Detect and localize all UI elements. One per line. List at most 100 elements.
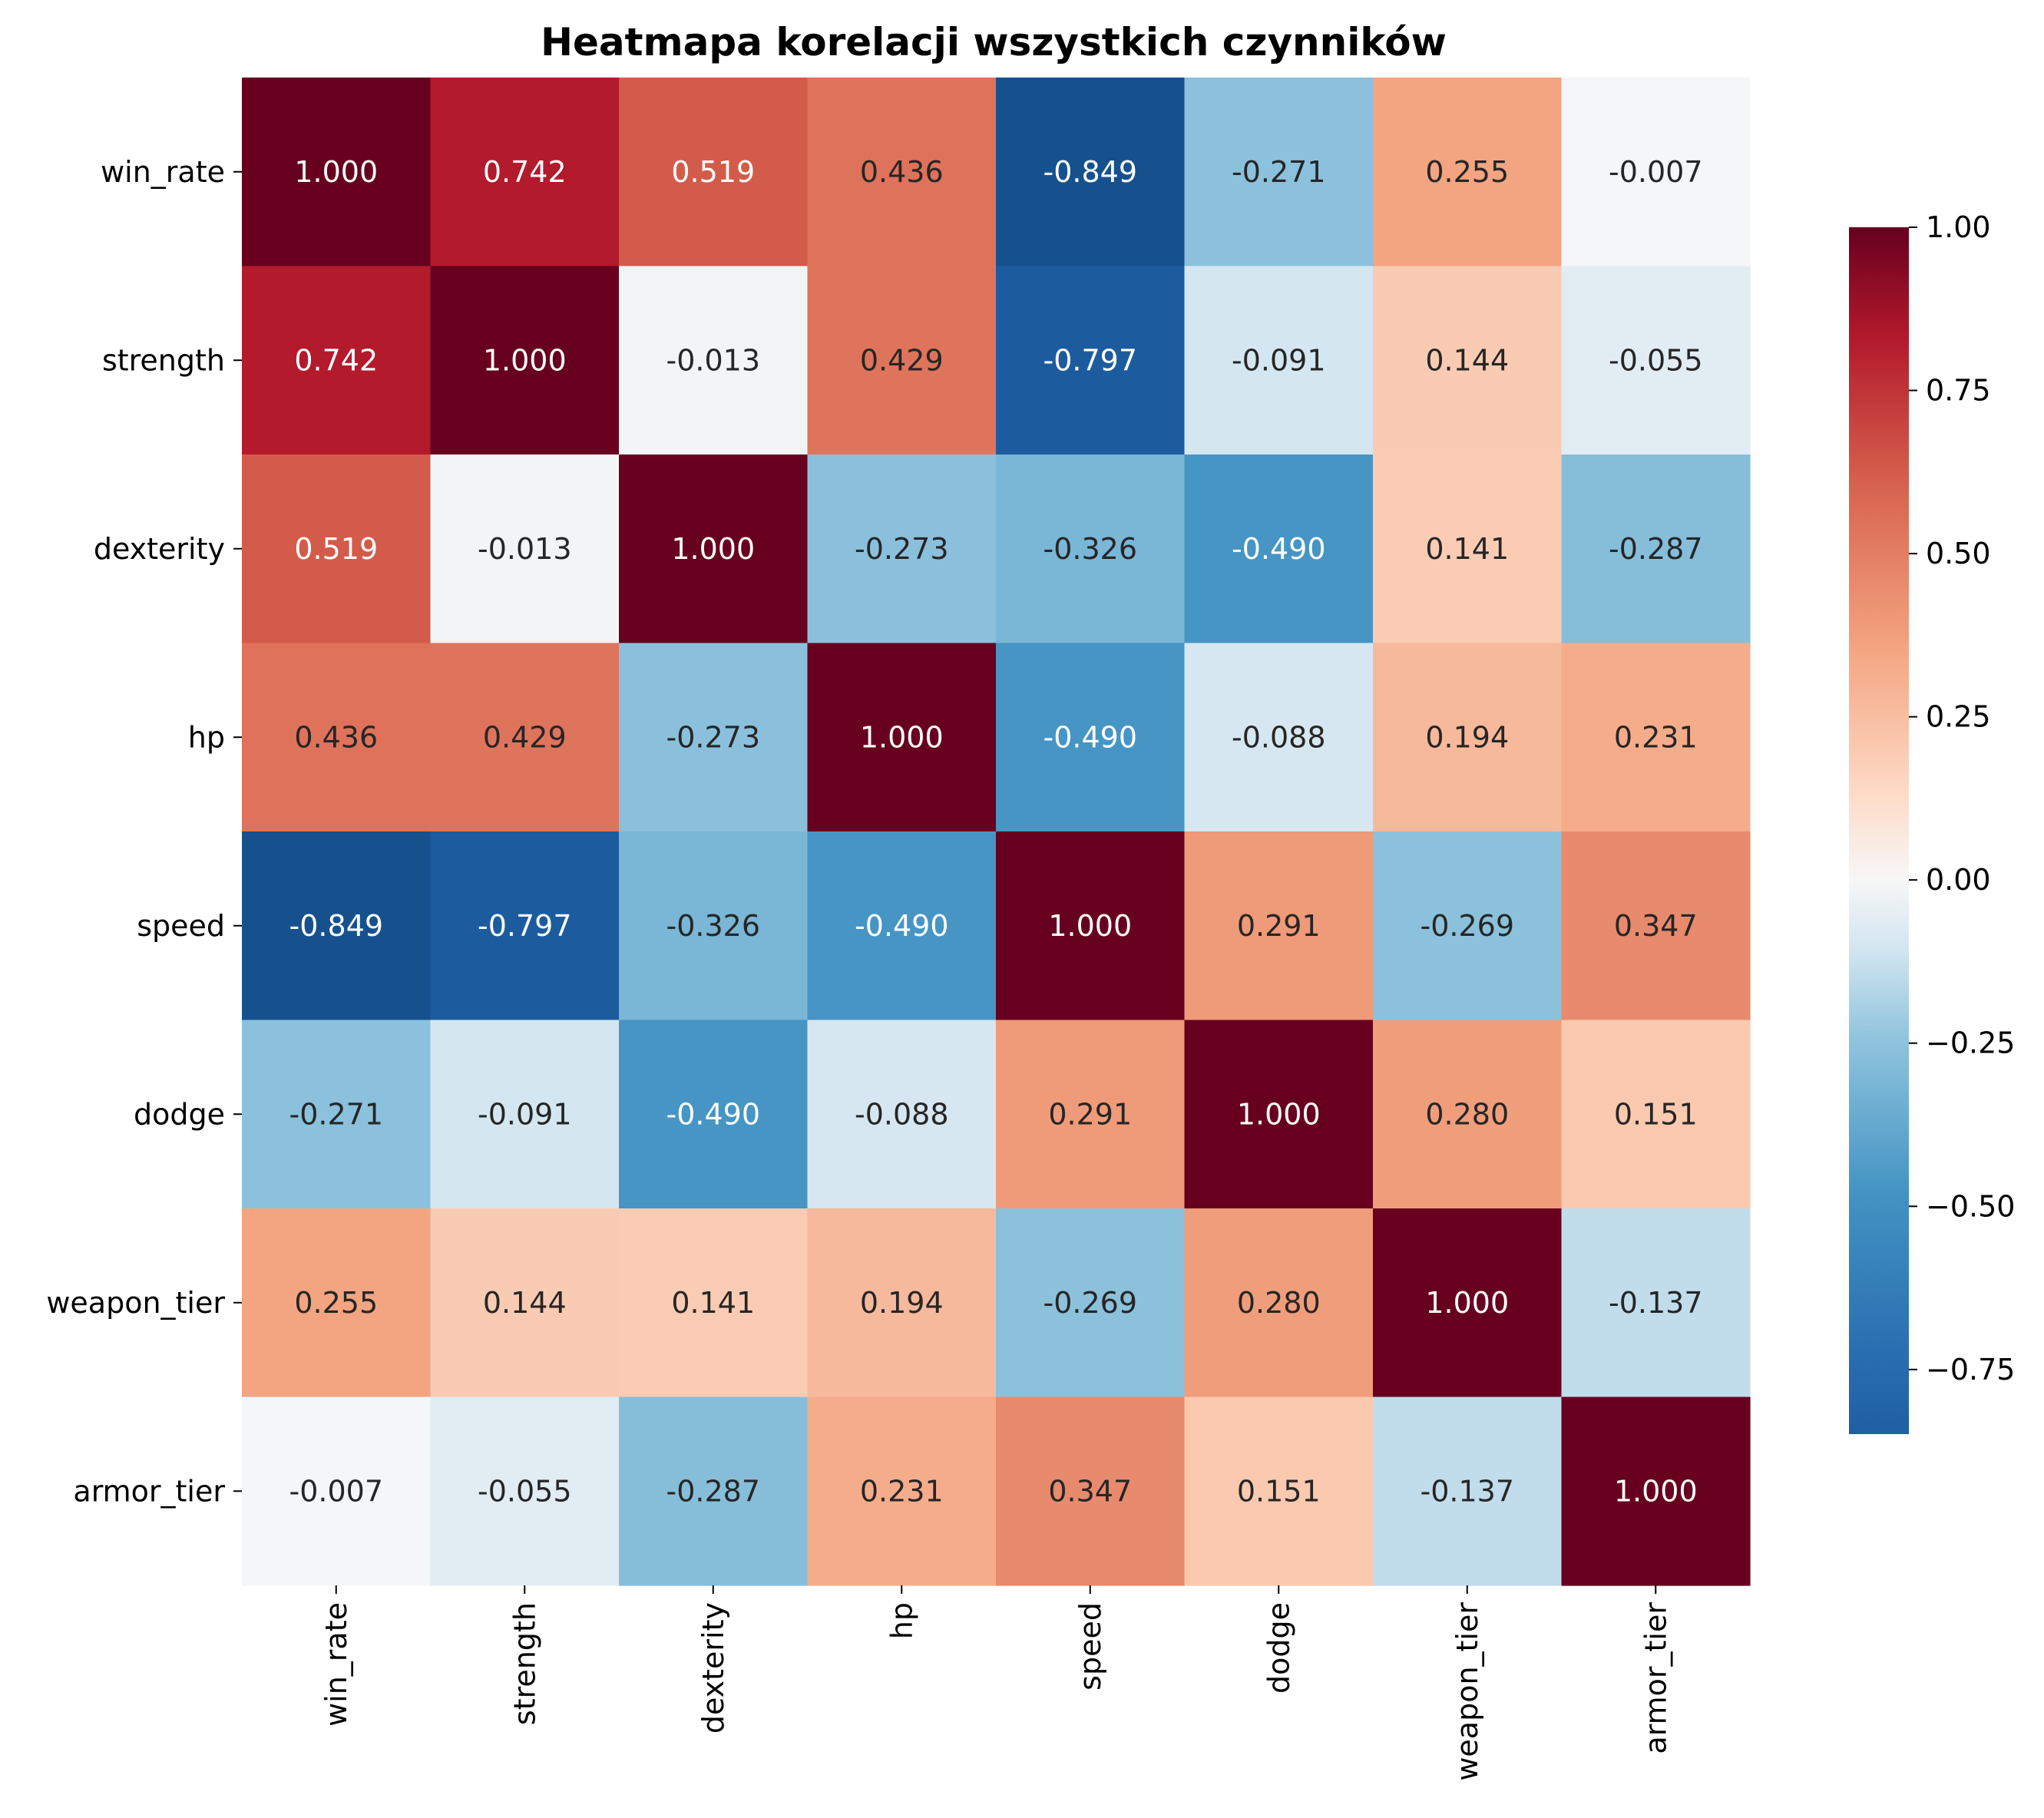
cell-value-label: 0.291 bbox=[1237, 909, 1321, 943]
cell-value-label: -0.849 bbox=[289, 909, 384, 943]
y-tick-label: weapon_tier bbox=[46, 1286, 225, 1320]
cell-value-label: 1.000 bbox=[1425, 1286, 1509, 1320]
heatmap-cell-strength-dodge bbox=[1184, 266, 1374, 455]
cell-value-label: -0.271 bbox=[289, 1097, 384, 1131]
heatmap-cell-win_rate-weapon_tier bbox=[1373, 78, 1563, 267]
heatmap-cell-speed-dodge bbox=[1184, 831, 1374, 1021]
heatmap-cell-strength-speed bbox=[996, 266, 1186, 455]
heatmap-cell-armor_tier-win_rate bbox=[242, 1397, 432, 1586]
y-tick-label: hp bbox=[188, 720, 225, 754]
cell-value-label: -0.273 bbox=[855, 532, 949, 566]
cell-value-label: -0.091 bbox=[478, 1097, 572, 1131]
heatmap-cell-win_rate-hp bbox=[807, 78, 997, 267]
heatmap-cell-win_rate-dodge bbox=[1184, 78, 1374, 267]
heatmap-cell-armor_tier-speed bbox=[996, 1397, 1186, 1586]
heatmap-cells bbox=[242, 78, 1751, 1586]
heatmap-cell-dodge-dexterity bbox=[619, 1020, 809, 1209]
colorbar-tick-label: 0.75 bbox=[1926, 374, 1991, 408]
cell-value-label: 0.144 bbox=[483, 1286, 567, 1320]
heatmap-cell-armor_tier-dexterity bbox=[619, 1397, 809, 1586]
heatmap-cell-win_rate-armor_tier bbox=[1561, 78, 1751, 267]
chart-title: Heatmapa korelacji wszystkich czynników bbox=[541, 20, 1447, 64]
x-tick-label: dodge bbox=[1262, 1602, 1295, 1694]
cell-value-label: -0.849 bbox=[1043, 155, 1138, 189]
heatmap-cell-hp-speed bbox=[996, 643, 1186, 832]
heatmap-cell-dexterity-armor_tier bbox=[1561, 454, 1751, 644]
cell-value-label: -0.269 bbox=[1043, 1286, 1138, 1320]
cell-value-label: 1.000 bbox=[1614, 1474, 1698, 1508]
cell-value-label: -0.269 bbox=[1421, 909, 1515, 943]
cell-value-label: 0.151 bbox=[1614, 1097, 1698, 1131]
cell-value-label: -0.007 bbox=[289, 1474, 384, 1508]
y-tick-label: speed bbox=[137, 909, 225, 943]
y-tick-label: armor_tier bbox=[73, 1474, 225, 1508]
cell-value-label: -0.287 bbox=[666, 1474, 761, 1508]
heatmap-cell-hp-dodge bbox=[1184, 643, 1374, 832]
heatmap-cell-win_rate-strength bbox=[430, 78, 620, 267]
cell-value-label: -0.797 bbox=[1043, 343, 1138, 377]
colorbar-tick-label: −0.75 bbox=[1926, 1353, 2015, 1387]
cell-value-label: 0.231 bbox=[1614, 720, 1698, 754]
cell-value-label: 0.742 bbox=[483, 155, 567, 189]
cell-value-label: -0.088 bbox=[1232, 720, 1326, 754]
y-tick-label: strength bbox=[102, 343, 225, 377]
heatmap-cell-armor_tier-armor_tier bbox=[1561, 1397, 1751, 1586]
heatmap-cell-weapon_tier-dexterity bbox=[619, 1208, 809, 1398]
heatmap-cell-weapon_tier-weapon_tier bbox=[1373, 1208, 1563, 1398]
colorbar-gradient bbox=[1849, 227, 1909, 1434]
heatmap-cell-dexterity-hp bbox=[807, 454, 997, 644]
heatmap-cell-strength-strength bbox=[430, 266, 620, 455]
colorbar: −0.75 −0.50 −0.25 0.00 0.25 0.50 0.75 1.00 bbox=[1849, 210, 2015, 1434]
cell-value-label: 0.255 bbox=[1425, 155, 1509, 189]
heatmap-cell-hp-weapon_tier bbox=[1373, 643, 1563, 832]
heatmap-cell-strength-dexterity bbox=[619, 266, 809, 455]
cell-value-label: 0.141 bbox=[1425, 532, 1509, 566]
y-axis: win_rate strength dexterity hp speed dodge wea… bbox=[46, 155, 242, 1508]
cell-value-label: -0.007 bbox=[1609, 155, 1703, 189]
cell-value-label: 0.194 bbox=[1425, 720, 1509, 754]
cell-value-label: -0.287 bbox=[1609, 532, 1703, 566]
heatmap-cell-armor_tier-weapon_tier bbox=[1373, 1397, 1563, 1586]
heatmap-cell-dodge-hp bbox=[807, 1020, 997, 1209]
cell-value-label: -0.490 bbox=[666, 1097, 761, 1131]
x-tick-label: weapon_tier bbox=[1450, 1602, 1484, 1781]
cell-value-label: 1.000 bbox=[1048, 909, 1132, 943]
x-tick-label: strength bbox=[508, 1602, 541, 1725]
heatmap-cell-strength-win_rate bbox=[242, 266, 432, 455]
colorbar-tick-label: 0.00 bbox=[1926, 863, 1991, 897]
x-tick-label: hp bbox=[885, 1602, 918, 1639]
heatmap-cell-weapon_tier-armor_tier bbox=[1561, 1208, 1751, 1398]
x-tick-label: armor_tier bbox=[1639, 1602, 1672, 1754]
colorbar-tick-label: 1.00 bbox=[1926, 210, 1991, 244]
cell-value-label: 0.291 bbox=[1048, 1097, 1132, 1131]
cell-value-label: -0.137 bbox=[1609, 1286, 1703, 1320]
cell-value-label: 1.000 bbox=[1237, 1097, 1321, 1131]
heatmap-cell-dodge-armor_tier bbox=[1561, 1020, 1751, 1209]
cell-value-label: -0.013 bbox=[478, 532, 572, 566]
cell-value-label: -0.271 bbox=[1232, 155, 1326, 189]
cell-value-label: 1.000 bbox=[483, 343, 567, 377]
heatmap-cell-speed-dexterity bbox=[619, 831, 809, 1021]
x-tick-label: win_rate bbox=[319, 1602, 353, 1727]
heatmap-cell-win_rate-speed bbox=[996, 78, 1186, 267]
cell-value-label: 0.347 bbox=[1614, 909, 1698, 943]
heatmap-cell-weapon_tier-strength bbox=[430, 1208, 620, 1398]
heatmap-cell-speed-strength bbox=[430, 831, 620, 1021]
x-tick-label: dexterity bbox=[696, 1602, 730, 1734]
cell-value-label: -0.091 bbox=[1232, 343, 1326, 377]
heatmap-cell-dodge-dodge bbox=[1184, 1020, 1374, 1209]
heatmap-cell-strength-hp bbox=[807, 266, 997, 455]
heatmap-cell-weapon_tier-win_rate bbox=[242, 1208, 432, 1398]
heatmap-cell-labels: 1.000 0.742 0.519 0.436 -0.849 -0.271 0.255 -0.… bbox=[289, 155, 1703, 1509]
cell-value-label: -0.797 bbox=[478, 909, 572, 943]
x-tick-label: speed bbox=[1073, 1602, 1107, 1691]
y-tick-label: win_rate bbox=[101, 155, 225, 189]
cell-value-label: 0.231 bbox=[860, 1474, 944, 1508]
heatmap-cell-dexterity-speed bbox=[996, 454, 1186, 644]
heatmap-cell-hp-dexterity bbox=[619, 643, 809, 832]
cell-value-label: 1.000 bbox=[671, 532, 755, 566]
cell-value-label: 0.436 bbox=[860, 155, 944, 189]
cell-value-label: 0.519 bbox=[671, 155, 755, 189]
cell-value-label: -0.055 bbox=[478, 1474, 572, 1508]
